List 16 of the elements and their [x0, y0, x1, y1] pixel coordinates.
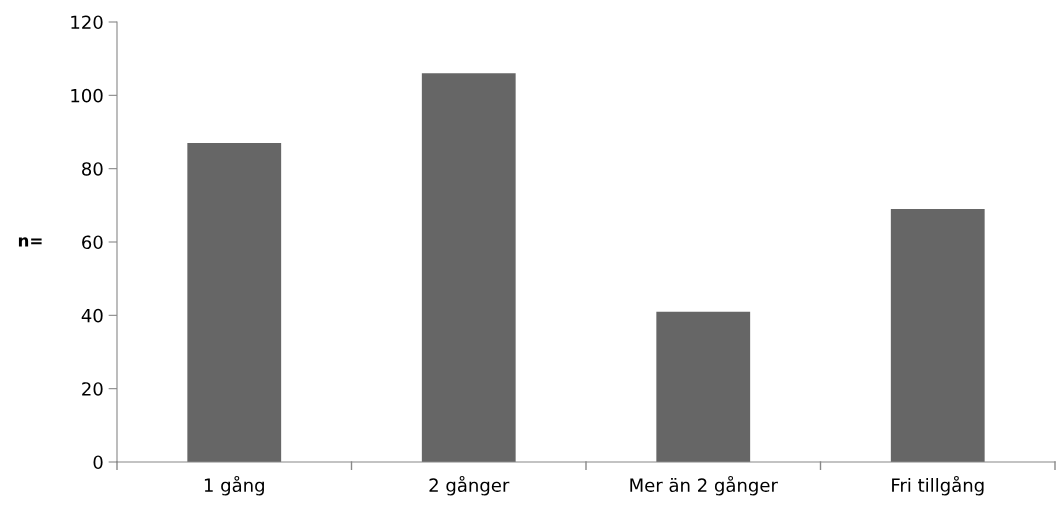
y-tick-label: 20	[82, 382, 103, 396]
bar	[890, 209, 985, 462]
y-tick-label: 100	[71, 88, 103, 103]
x-tick-label: 2 gånger	[429, 475, 510, 496]
y-tick-label: 80	[82, 162, 103, 176]
bar	[421, 73, 516, 462]
x-tick-label: Mer än 2 gånger	[630, 475, 778, 496]
y-tick-label: 120	[71, 15, 103, 30]
y-axis-title: n=	[18, 237, 42, 247]
x-tick-label: Fri tillgång	[892, 475, 984, 496]
y-tick-label: 40	[81, 308, 103, 323]
bar	[656, 311, 751, 462]
y-tick-label: 0	[93, 455, 103, 470]
bar	[187, 143, 282, 462]
y-tick-label: 60	[82, 235, 103, 250]
x-tick-label: 1 gång	[204, 475, 264, 496]
